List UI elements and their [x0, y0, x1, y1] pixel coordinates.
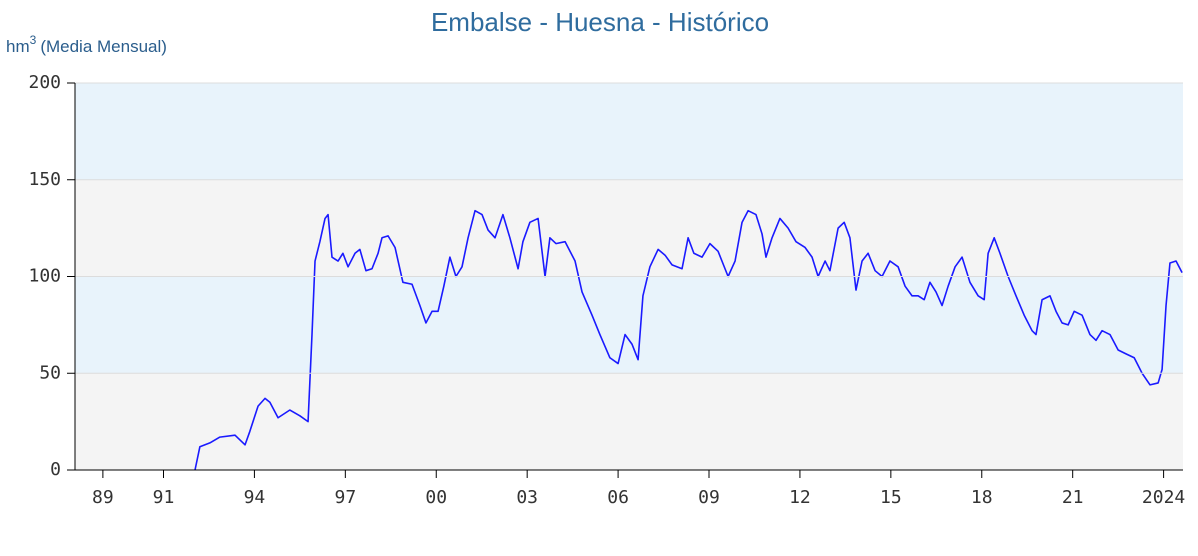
y-axis-label: hm3 (Media Mensual)	[6, 33, 167, 56]
y-tick-label: 0	[50, 459, 61, 480]
y-unit: hm	[6, 37, 30, 56]
y-tick-label: 150	[28, 169, 61, 190]
band	[75, 83, 1183, 180]
x-tick-label: 94	[244, 487, 266, 508]
x-tick-label: 15	[880, 487, 902, 508]
x-tick-label: 21	[1062, 487, 1084, 508]
x-tick-label: 91	[153, 487, 175, 508]
x-tick-label: 09	[698, 487, 720, 508]
data-line	[194, 209, 1183, 471]
x-tick-label: 97	[334, 487, 356, 508]
x-tick-label: 12	[789, 487, 811, 508]
x-tick-label: 89	[92, 487, 114, 508]
band	[75, 276, 1183, 374]
x-tick-label: 03	[516, 487, 538, 508]
y-tick-label: 50	[39, 362, 61, 383]
background-bands	[75, 83, 1183, 470]
x-tick-label: 18	[971, 487, 993, 508]
x-tick-label: 06	[607, 487, 629, 508]
y-unit-exponent: 3	[30, 33, 37, 47]
band	[75, 179, 1183, 277]
plot	[194, 209, 1183, 471]
y-tick-label: 100	[28, 266, 61, 287]
y-tick-label: 200	[28, 72, 61, 93]
x-tick-label: 2024	[1142, 487, 1185, 508]
x-tick-label: 00	[425, 487, 447, 508]
band	[75, 373, 1183, 470]
chart-title: Embalse - Huesna - Histórico	[431, 7, 769, 37]
y-unit-note: (Media Mensual)	[40, 37, 167, 56]
